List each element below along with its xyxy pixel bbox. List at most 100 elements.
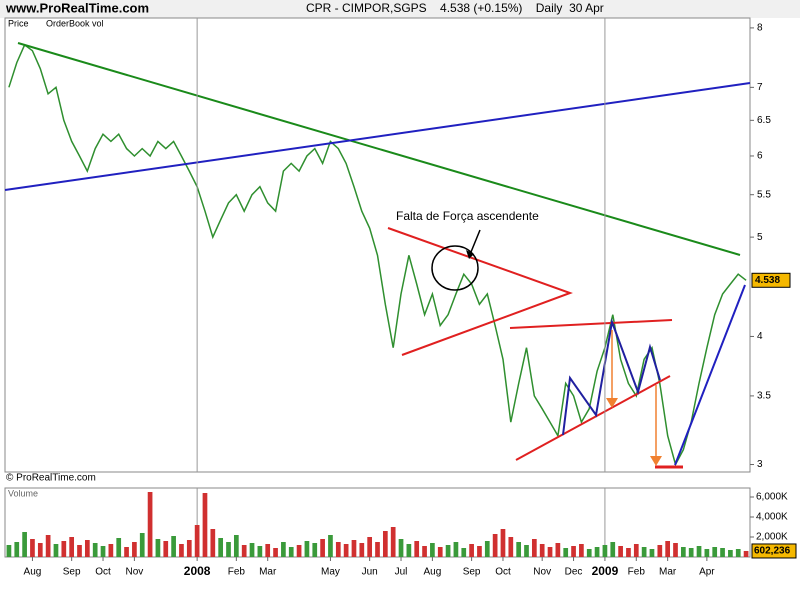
volume-bar <box>680 547 686 557</box>
volume-bar <box>30 539 35 557</box>
volume-bar <box>743 550 749 557</box>
y-tick-label: 4,000K <box>756 512 788 523</box>
volume-bar <box>328 535 333 557</box>
x-tick-label: Feb <box>628 567 646 578</box>
volume-bar <box>633 544 639 557</box>
volume-bar <box>45 535 51 557</box>
volume-bar <box>171 536 176 557</box>
volume-bar <box>139 533 145 557</box>
x-tick-label: Apr <box>699 567 715 578</box>
volume-bar <box>100 546 106 557</box>
volume-bar <box>610 542 616 557</box>
volume-bar <box>194 525 200 557</box>
x-tick-label: Feb <box>228 567 246 578</box>
volume-bar <box>720 548 725 557</box>
arrow <box>470 229 481 253</box>
x-tick-label: Nov <box>533 567 551 578</box>
volume-bar <box>265 544 271 557</box>
volume-bar <box>304 541 310 557</box>
zigzag <box>562 318 661 436</box>
volume-bar <box>618 546 623 557</box>
copyright: © ProRealTime.com <box>6 473 96 484</box>
volume-bar <box>108 544 114 557</box>
volume-bar <box>665 541 671 557</box>
x-tick-label: Mar <box>659 567 677 578</box>
volume-bar <box>281 542 286 557</box>
volume-bar <box>696 546 702 557</box>
x-tick-label: Aug <box>423 567 441 578</box>
volume-bar <box>688 548 694 557</box>
x-tick-label: May <box>321 567 340 578</box>
trendline <box>674 284 746 466</box>
volume-bar <box>69 537 75 557</box>
volume-bar <box>273 548 278 557</box>
volume-bar <box>155 539 161 557</box>
trendline <box>515 375 671 461</box>
volume-bar <box>641 547 647 557</box>
last-volume-box <box>751 543 797 559</box>
arrow-head <box>650 456 662 466</box>
volume-bar <box>728 550 733 557</box>
volume-bar <box>735 549 741 557</box>
y-tick-label: 7 <box>757 82 763 93</box>
volume-bar <box>390 527 396 557</box>
volume-bars <box>6 492 749 557</box>
volume-bar <box>531 539 537 557</box>
volume-bar <box>492 534 498 557</box>
volume-bar <box>469 544 474 557</box>
volume-bar <box>649 549 655 557</box>
x-tick-label: Mar <box>259 567 277 578</box>
volume-bar <box>179 544 184 557</box>
last-price-label: 4.538 <box>755 275 780 286</box>
panel-label: Price <box>8 18 29 28</box>
y-tick-label: 8 <box>757 23 763 34</box>
volume-bar <box>453 542 459 557</box>
volume-bar <box>77 545 82 557</box>
volume-bar <box>563 548 569 557</box>
volume-bar <box>461 548 467 557</box>
arrow-head <box>606 398 618 408</box>
volume-bar <box>351 540 357 557</box>
volume-bar <box>422 546 427 557</box>
y-tick-label: 6,000K <box>756 492 788 503</box>
volume-bar <box>626 548 631 557</box>
volume-bar <box>218 538 224 557</box>
chart-title: CPR - CIMPOR,SGPS 4.538 (+0.15%) Daily 3… <box>306 1 604 15</box>
volume-bar <box>445 545 451 557</box>
x-tick-label: 2009 <box>592 564 619 578</box>
y-tick-label: 6.5 <box>757 115 771 126</box>
x-tick-label: Oct <box>95 567 111 578</box>
trendline <box>4 82 751 191</box>
volume-bar <box>516 542 522 557</box>
volume-bar <box>657 545 663 557</box>
volume-bar <box>296 545 302 557</box>
volume-bar <box>398 539 404 557</box>
trendline <box>17 42 741 256</box>
x-tick-label: Oct <box>495 567 511 578</box>
last-price-box <box>751 272 791 288</box>
volume-bar <box>375 542 380 557</box>
volume-bar <box>320 539 325 557</box>
y-tick-label: 3.5 <box>757 391 771 402</box>
volume-bar <box>335 542 341 557</box>
y-tick-label: 5 <box>757 232 763 243</box>
price-line <box>8 43 747 467</box>
price-panel <box>4 17 751 473</box>
volume-bar <box>84 540 90 557</box>
volume-bar <box>210 529 216 557</box>
volume-bar <box>249 543 255 557</box>
x-tick-label: Nov <box>125 567 143 578</box>
volume-bar <box>571 546 576 557</box>
volume-bar <box>602 545 608 557</box>
volume-bar <box>14 542 20 557</box>
volume-label: Volume <box>8 488 38 498</box>
y-tick-label: 2,000K <box>756 532 788 543</box>
site-name[interactable]: www.ProRealTime.com <box>5 0 149 15</box>
trendline <box>509 319 673 329</box>
header-bar <box>0 0 800 18</box>
volume-bar <box>116 538 122 557</box>
triangle <box>387 227 573 356</box>
volume-bar <box>500 529 506 557</box>
last-volume-label: 602,236 <box>754 546 791 557</box>
volume-bar <box>6 545 12 557</box>
